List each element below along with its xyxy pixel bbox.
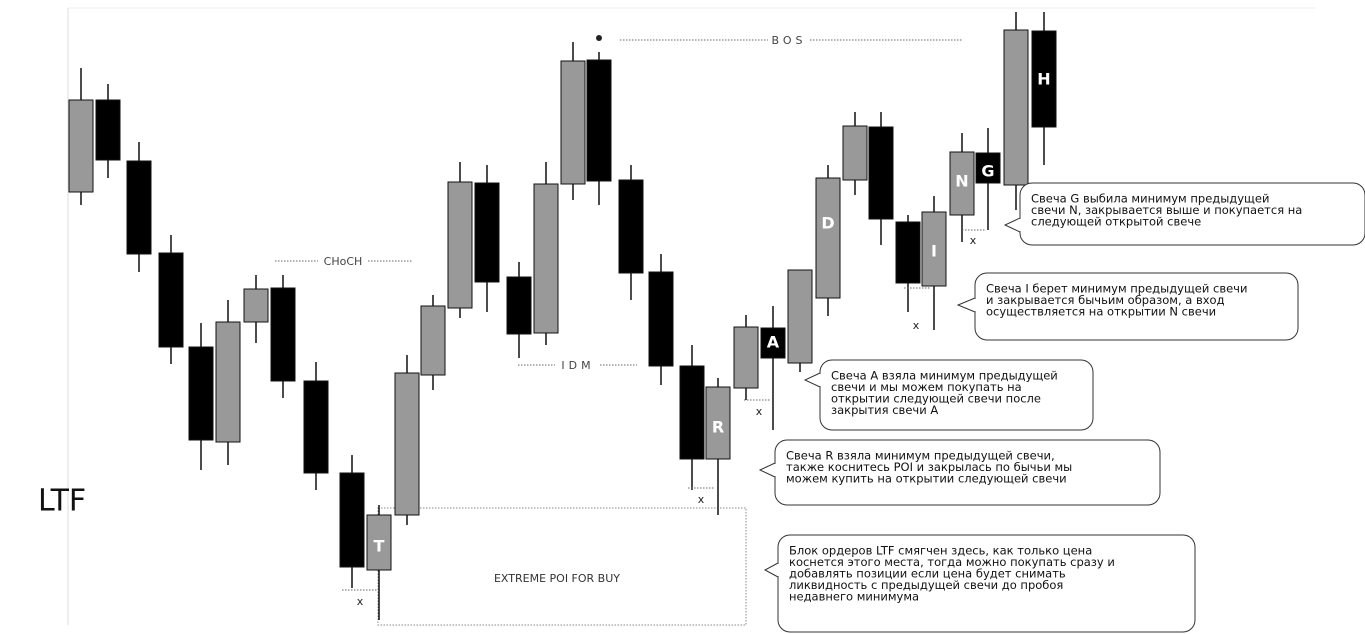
candle-body bbox=[533, 183, 559, 334]
callout-text: Свеча R взяла минимум предыдущей свечи, bbox=[786, 449, 1055, 463]
callout-text: добавлять позиции если цена будет снимат… bbox=[789, 567, 1066, 581]
candle-body bbox=[949, 151, 975, 216]
candle-body bbox=[560, 60, 586, 185]
candle-body bbox=[303, 380, 329, 474]
callout-box bbox=[819, 359, 1094, 431]
callout-text: осуществляется на открытии N свечи bbox=[986, 305, 1216, 319]
idm-label: IDM bbox=[561, 359, 594, 372]
callout-text: ликвидность с предыдущей свечи до пробоя bbox=[789, 578, 1063, 592]
bos-label: BOS bbox=[772, 34, 807, 47]
candle-body bbox=[618, 179, 644, 274]
choch-label: CHoCH bbox=[324, 255, 363, 268]
zone-label: EXTREME POI FOR BUY bbox=[494, 572, 620, 585]
sweep-mark: x bbox=[698, 493, 705, 506]
callout-pointer bbox=[763, 562, 779, 578]
candle-body bbox=[815, 177, 841, 299]
sweep-mark: x bbox=[756, 405, 763, 418]
candle-body bbox=[447, 181, 473, 309]
candle-body bbox=[842, 125, 868, 181]
callout-text: Свеча I берет минимум предыдущей свечи bbox=[986, 282, 1247, 296]
candle-body bbox=[366, 514, 392, 571]
candle-body bbox=[868, 126, 894, 220]
candle-body bbox=[506, 276, 532, 335]
callout-text: можем купить на открытии следующей свечи bbox=[786, 472, 1067, 486]
sweep-mark: x bbox=[913, 319, 920, 332]
candle-label: G bbox=[981, 162, 994, 181]
candle-body bbox=[270, 287, 296, 382]
level-dot bbox=[596, 35, 602, 41]
candle-body bbox=[126, 160, 152, 255]
candle-label: T bbox=[374, 537, 385, 556]
callout-text: свечи и мы можем покупать на bbox=[831, 380, 1022, 394]
callout-text: коснется этого места, тогда можно покупа… bbox=[789, 555, 1115, 569]
candle-body bbox=[679, 365, 705, 460]
candle-body bbox=[648, 271, 674, 367]
candle-body bbox=[705, 386, 731, 460]
candle-body bbox=[895, 221, 921, 284]
candle-body bbox=[1003, 29, 1029, 186]
candle-body bbox=[339, 472, 365, 568]
candle-body bbox=[158, 252, 184, 348]
callout-text: Блок ордеров LTF смягчен здесь, как толь… bbox=[789, 544, 1092, 558]
candle-label: A bbox=[767, 333, 780, 352]
side-label: LTF bbox=[38, 484, 86, 519]
candle-body bbox=[188, 346, 214, 441]
candle-body bbox=[243, 288, 269, 323]
candle-body bbox=[975, 152, 1001, 184]
candle-body bbox=[586, 59, 612, 182]
candle-body bbox=[760, 327, 786, 359]
sweep-mark: x bbox=[357, 595, 364, 608]
callout-text: и закрывается бычьим образом, а вход bbox=[986, 293, 1225, 307]
candle-label: R bbox=[712, 418, 724, 437]
callout-pointer bbox=[956, 297, 976, 313]
candle-label: D bbox=[821, 214, 834, 233]
candle-body bbox=[68, 99, 94, 193]
callout-text: открытии следующей свечи после bbox=[831, 392, 1041, 406]
callout-box bbox=[1019, 182, 1365, 246]
callout-pointer bbox=[803, 372, 821, 388]
candle-label: N bbox=[955, 172, 968, 191]
candle-body bbox=[95, 99, 121, 161]
candle-body bbox=[787, 269, 813, 364]
candle-body bbox=[921, 211, 947, 287]
candle-label: I bbox=[931, 242, 937, 261]
sweep-mark: x bbox=[970, 234, 977, 247]
callout-pointer bbox=[758, 462, 776, 478]
callout-text: недавнего минимума bbox=[789, 590, 919, 604]
candles: T R A D I NG Hx x x x x bbox=[68, 12, 1057, 620]
callout-text: закрытия свечи A bbox=[831, 403, 938, 417]
callout-text: свечи N, закрывается выше и покупается н… bbox=[1031, 203, 1302, 217]
candle-body bbox=[394, 372, 420, 516]
candle-body bbox=[215, 321, 241, 443]
candle-label: H bbox=[1037, 70, 1050, 89]
callout-pointer bbox=[1003, 217, 1021, 233]
poi-zone bbox=[377, 507, 747, 626]
callout-box bbox=[777, 534, 1196, 633]
candle-body bbox=[420, 305, 446, 376]
callout-text: Свеча G выбила минимум предыдущей bbox=[1031, 192, 1269, 206]
candle-body bbox=[1031, 30, 1057, 128]
candle-body bbox=[474, 182, 500, 283]
candle-body bbox=[733, 326, 759, 389]
callout-text: также коснитесь POI и закрылась по бычьи… bbox=[786, 460, 1072, 474]
callout-text: следующей открытой свече bbox=[1031, 215, 1201, 229]
callout-text: Свеча A взяла минимум предыдущей bbox=[831, 369, 1058, 383]
